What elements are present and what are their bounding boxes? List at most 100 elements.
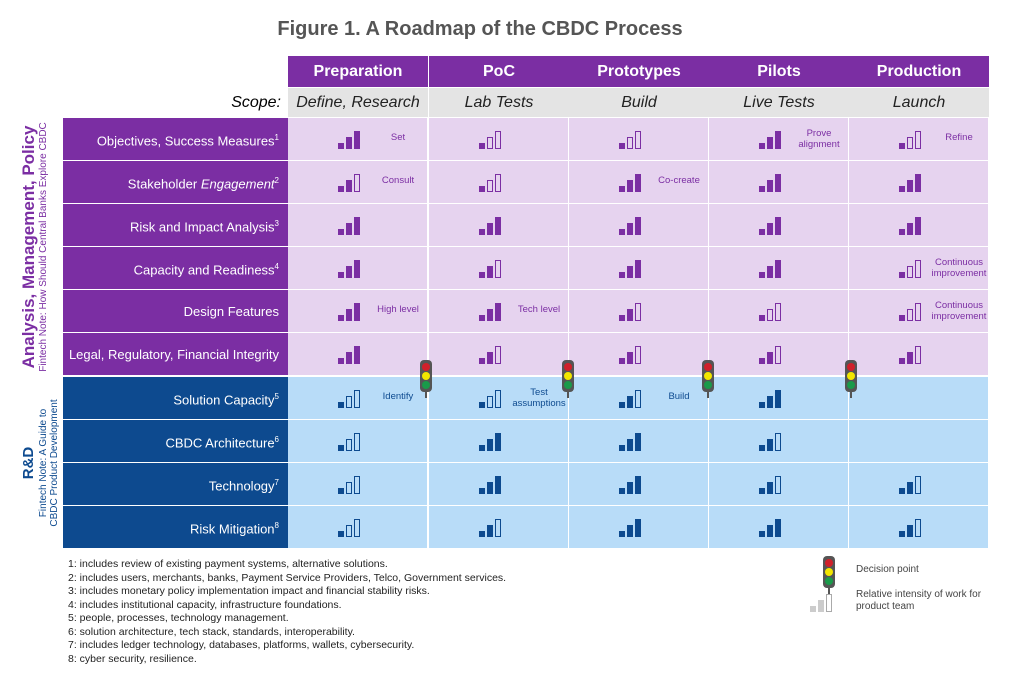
cell-note: Test assumptions: [512, 387, 566, 409]
intensity-bar: [907, 482, 913, 494]
intensity-bars-icon: [479, 173, 503, 192]
matrix-cell: Consult: [288, 161, 427, 203]
matrix-cell: [569, 506, 708, 548]
matrix-cell: [849, 204, 988, 246]
intensity-bar: [354, 217, 360, 235]
matrix-cell: [288, 420, 427, 462]
cell-note: Continuous improvement: [931, 300, 987, 322]
matrix-cell: [429, 247, 568, 289]
legend-decision-point: Decision point: [856, 564, 919, 575]
intensity-bar: [495, 390, 501, 408]
phase-scope: Define, Research: [288, 88, 428, 117]
intensity-bar: [767, 396, 773, 408]
intensity-bar: [899, 186, 905, 192]
intensity-bar: [338, 143, 344, 149]
intensity-bar: [915, 217, 921, 235]
intensity-bar: [346, 439, 352, 451]
intensity-bar: [338, 488, 344, 494]
intensity-bar: [907, 352, 913, 364]
matrix-cell: [288, 204, 427, 246]
traffic-light-lamp: [847, 363, 855, 371]
intensity-bar: [479, 402, 485, 408]
intensity-bars-icon: [759, 345, 783, 364]
intensity-bar: [907, 223, 913, 235]
decision-point-traffic-light-icon: [845, 360, 857, 398]
cell-note: Prove alignment: [798, 128, 840, 150]
cell-note: Refine: [945, 132, 973, 143]
intensity-bar: [346, 137, 352, 149]
row-label: Stakeholder Engagement2: [63, 161, 288, 203]
matrix-cell: [709, 204, 848, 246]
decision-point-traffic-light-icon: [420, 360, 432, 398]
intensity-legend-icon: [810, 592, 834, 612]
intensity-bars-icon: [619, 259, 643, 278]
intensity-bars-icon: [479, 432, 503, 451]
intensity-bar: [627, 396, 633, 408]
intensity-bar: [495, 260, 501, 278]
intensity-bars-icon: [619, 130, 643, 149]
intensity-bar: [495, 346, 501, 364]
intensity-bar: [767, 309, 773, 321]
group-side-label-text: R&D Fintech Note: A Guide to CBDC Product…: [20, 377, 62, 549]
matrix-cell: [849, 161, 988, 203]
intensity-bar: [495, 303, 501, 321]
intensity-bar: [767, 180, 773, 192]
matrix-cell: [709, 420, 848, 462]
intensity-bar: [487, 309, 493, 321]
intensity-bar: [479, 445, 485, 451]
intensity-bar: [338, 358, 344, 364]
intensity-bar: [775, 346, 781, 364]
intensity-bar: [619, 531, 625, 537]
row-label-text: Legal, Regulatory, Financial Integrity: [69, 346, 279, 363]
row-label-italic: Engagement: [200, 176, 275, 192]
intensity-bar: [759, 358, 765, 364]
intensity-bars-icon: [619, 518, 643, 537]
matrix-cell: [849, 506, 988, 548]
intensity-bar: [338, 229, 344, 235]
matrix-cell: [849, 377, 988, 419]
intensity-bar: [627, 309, 633, 321]
intensity-bar: [619, 315, 625, 321]
row-label-text: Capacity and Readiness4: [134, 258, 279, 278]
intensity-bar: [907, 309, 913, 321]
row-label-text: Technology7: [209, 474, 279, 494]
row-label-main: Stakeholder: [127, 176, 198, 192]
intensity-bar: [899, 229, 905, 235]
row-label-text: Objectives, Success Measures1: [97, 129, 279, 149]
intensity-bar: [775, 390, 781, 408]
intensity-bar: [627, 525, 633, 537]
row-label: Capacity and Readiness4: [63, 247, 288, 289]
intensity-bar: [338, 315, 344, 321]
row-label-text: Risk and Impact Analysis3: [130, 215, 279, 235]
row-label-main: Risk Mitigation: [190, 521, 275, 537]
group-title: Analysis, Management, Policy: [19, 125, 38, 369]
intensity-bars-icon: [759, 173, 783, 192]
intensity-bars-icon: [479, 259, 503, 278]
intensity-bar: [479, 229, 485, 235]
intensity-bars-icon: [479, 345, 503, 364]
intensity-bars-icon: [479, 389, 503, 408]
phase-header: Pilots: [709, 56, 849, 87]
figure-title: Figure 1. A Roadmap of the CBDC Process: [277, 18, 683, 40]
intensity-bar: [775, 217, 781, 235]
footnote-ref: 1: [274, 132, 279, 142]
intensity-bar: [759, 445, 765, 451]
footnotes: 1: includes review of existing payment s…: [68, 558, 506, 666]
matrix-cell: High level: [288, 290, 427, 332]
intensity-bars-icon: [479, 475, 503, 494]
intensity-bars-icon: [338, 259, 362, 278]
intensity-bar: [346, 180, 352, 192]
intensity-bars-icon: [479, 302, 503, 321]
intensity-bar: [354, 519, 360, 537]
intensity-bars-icon: [338, 302, 362, 321]
intensity-bars-icon: [759, 259, 783, 278]
cell-note: Build: [668, 391, 690, 402]
intensity-bar: [495, 131, 501, 149]
intensity-bar: [487, 137, 493, 149]
intensity-bars-icon: [338, 216, 362, 235]
intensity-bar: [487, 180, 493, 192]
matrix-cell: Set: [288, 118, 427, 160]
intensity-bar: [635, 476, 641, 494]
cell-note: Identify: [382, 391, 414, 402]
intensity-bar: [495, 174, 501, 192]
